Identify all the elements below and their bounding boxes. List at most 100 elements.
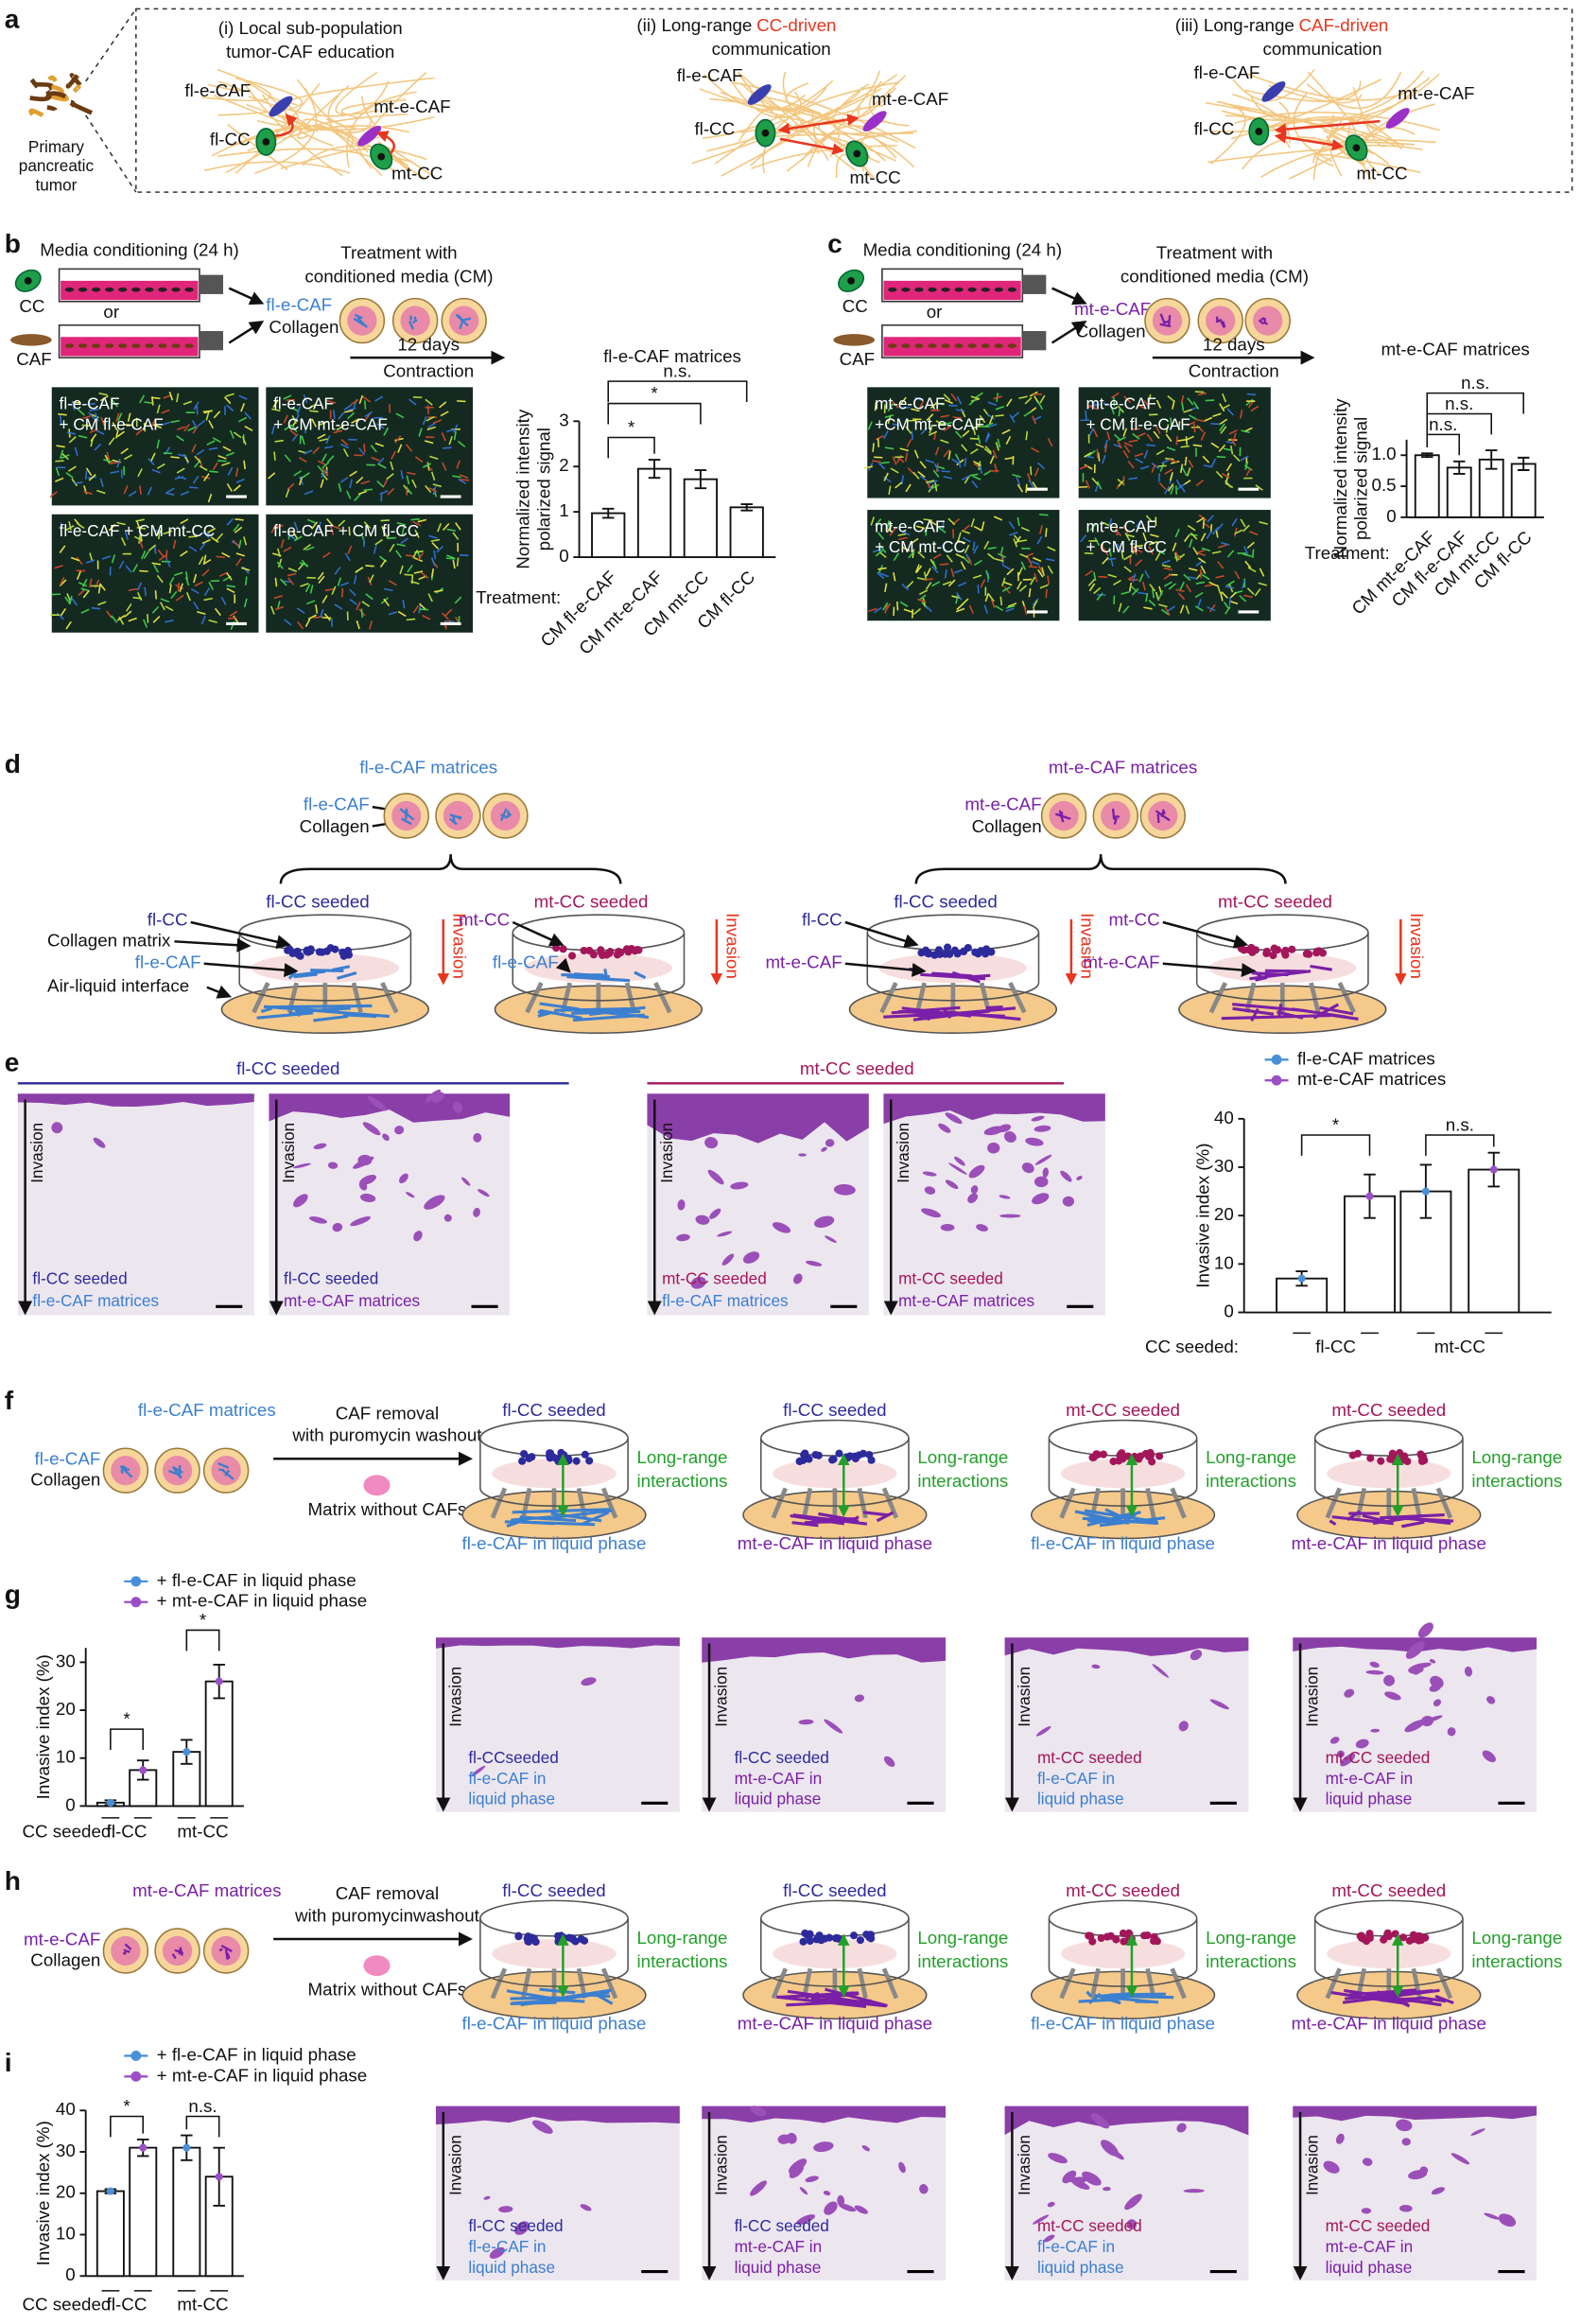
invading-cells	[514, 2221, 530, 2235]
legend-label: mt-e-CAF matrices	[1297, 1069, 1446, 1089]
label: CAF-driven	[1299, 15, 1389, 35]
fiber	[270, 425, 276, 435]
support	[881, 1967, 899, 2000]
cancer-cell	[987, 948, 996, 956]
cancer-cell	[1262, 947, 1271, 956]
cancer-cell	[565, 1457, 573, 1465]
invading-cells	[883, 1756, 895, 1767]
fiber	[90, 433, 97, 442]
fiber	[307, 614, 317, 620]
matrix	[492, 1459, 617, 1489]
fiber	[1194, 391, 1205, 393]
label: Matrix without CAFs	[308, 1980, 467, 2000]
fiber	[309, 585, 314, 594]
fiber	[364, 400, 367, 410]
fiber	[1088, 428, 1095, 437]
fiber	[180, 550, 188, 557]
cancer-cell	[1270, 944, 1278, 952]
invading-cells	[1447, 1727, 1456, 1737]
fiber	[1219, 403, 1225, 412]
fiber	[318, 460, 327, 466]
label: mt-e-CAF	[1086, 394, 1156, 413]
fiber	[1225, 585, 1235, 589]
fiber	[1244, 560, 1252, 568]
fiber	[358, 394, 364, 405]
invading-cells	[1124, 2193, 1142, 2210]
caf-cell	[313, 1014, 349, 1022]
fiber	[299, 435, 302, 445]
fiber	[972, 574, 982, 579]
fiber	[979, 414, 986, 424]
fiber	[306, 518, 317, 524]
fiber	[116, 615, 126, 621]
matrix	[347, 306, 377, 336]
insert	[512, 932, 686, 1002]
caf-cell	[457, 314, 465, 323]
fiber	[1164, 485, 1171, 495]
fiber	[1142, 532, 1147, 542]
fiber	[229, 610, 238, 617]
fiber	[901, 583, 910, 591]
invading-cells	[1003, 1131, 1016, 1143]
fiber	[911, 408, 920, 412]
caf-cell	[1094, 1993, 1121, 2005]
caf-cell	[124, 1943, 132, 1950]
caf-cell	[336, 971, 357, 980]
legend-label: + fl-e-CAF in liquid phase	[157, 2044, 356, 2064]
fiber	[892, 400, 899, 409]
invading-cells	[861, 2145, 870, 2152]
label: Long-range	[1471, 1447, 1562, 1467]
cancer-cell	[339, 948, 347, 956]
fiber	[1103, 548, 1109, 556]
support	[1059, 1967, 1076, 2000]
fiber	[1189, 538, 1193, 549]
fiber	[98, 393, 108, 396]
fiber	[293, 521, 299, 532]
significance: *	[200, 1610, 206, 1630]
cells	[941, 287, 950, 292]
fiber	[165, 605, 174, 612]
cancer-cell	[580, 1936, 589, 1945]
fiber	[387, 536, 396, 539]
fiber	[82, 414, 92, 420]
invading-cells	[1405, 1641, 1425, 1659]
fiber	[1174, 551, 1182, 560]
fiber	[305, 600, 316, 605]
fiber	[1218, 444, 1226, 452]
cancer-cell	[1237, 944, 1245, 952]
fiber	[128, 490, 137, 498]
fiber	[932, 469, 940, 478]
fiber	[1018, 395, 1028, 399]
fiber	[64, 596, 71, 605]
fiber	[1210, 458, 1217, 467]
fiber	[55, 460, 64, 463]
fiber	[994, 463, 999, 473]
fiber	[1179, 463, 1184, 473]
cells	[104, 287, 114, 292]
fiber	[71, 401, 76, 411]
fiber	[1084, 451, 1092, 458]
flask-neck	[199, 274, 223, 294]
arrow	[274, 114, 298, 137]
fiber	[1087, 449, 1096, 457]
fiber	[320, 479, 324, 488]
invading-cells	[327, 1162, 339, 1169]
fiber	[926, 568, 931, 577]
fiber	[1245, 467, 1252, 477]
cancer-cell	[634, 945, 642, 954]
label: mt-CC seeded	[1331, 1880, 1446, 1900]
cancer-cell	[1380, 1935, 1388, 1944]
label: fl-e-CAF in	[1037, 1769, 1115, 1788]
axis-title: Invasive index (%)	[1192, 1144, 1212, 1288]
label: fl-e-CAF in	[468, 1769, 546, 1788]
fiber	[988, 414, 994, 425]
fiber	[84, 470, 88, 480]
fiber	[1240, 518, 1246, 528]
fiber	[1170, 417, 1173, 427]
fiber	[1259, 568, 1265, 577]
significance-bracket	[1300, 1134, 1371, 1156]
invading-cells	[968, 1164, 985, 1179]
fiber	[59, 545, 66, 553]
label: mt-e-CAF	[964, 795, 1041, 814]
fiber	[110, 470, 120, 474]
